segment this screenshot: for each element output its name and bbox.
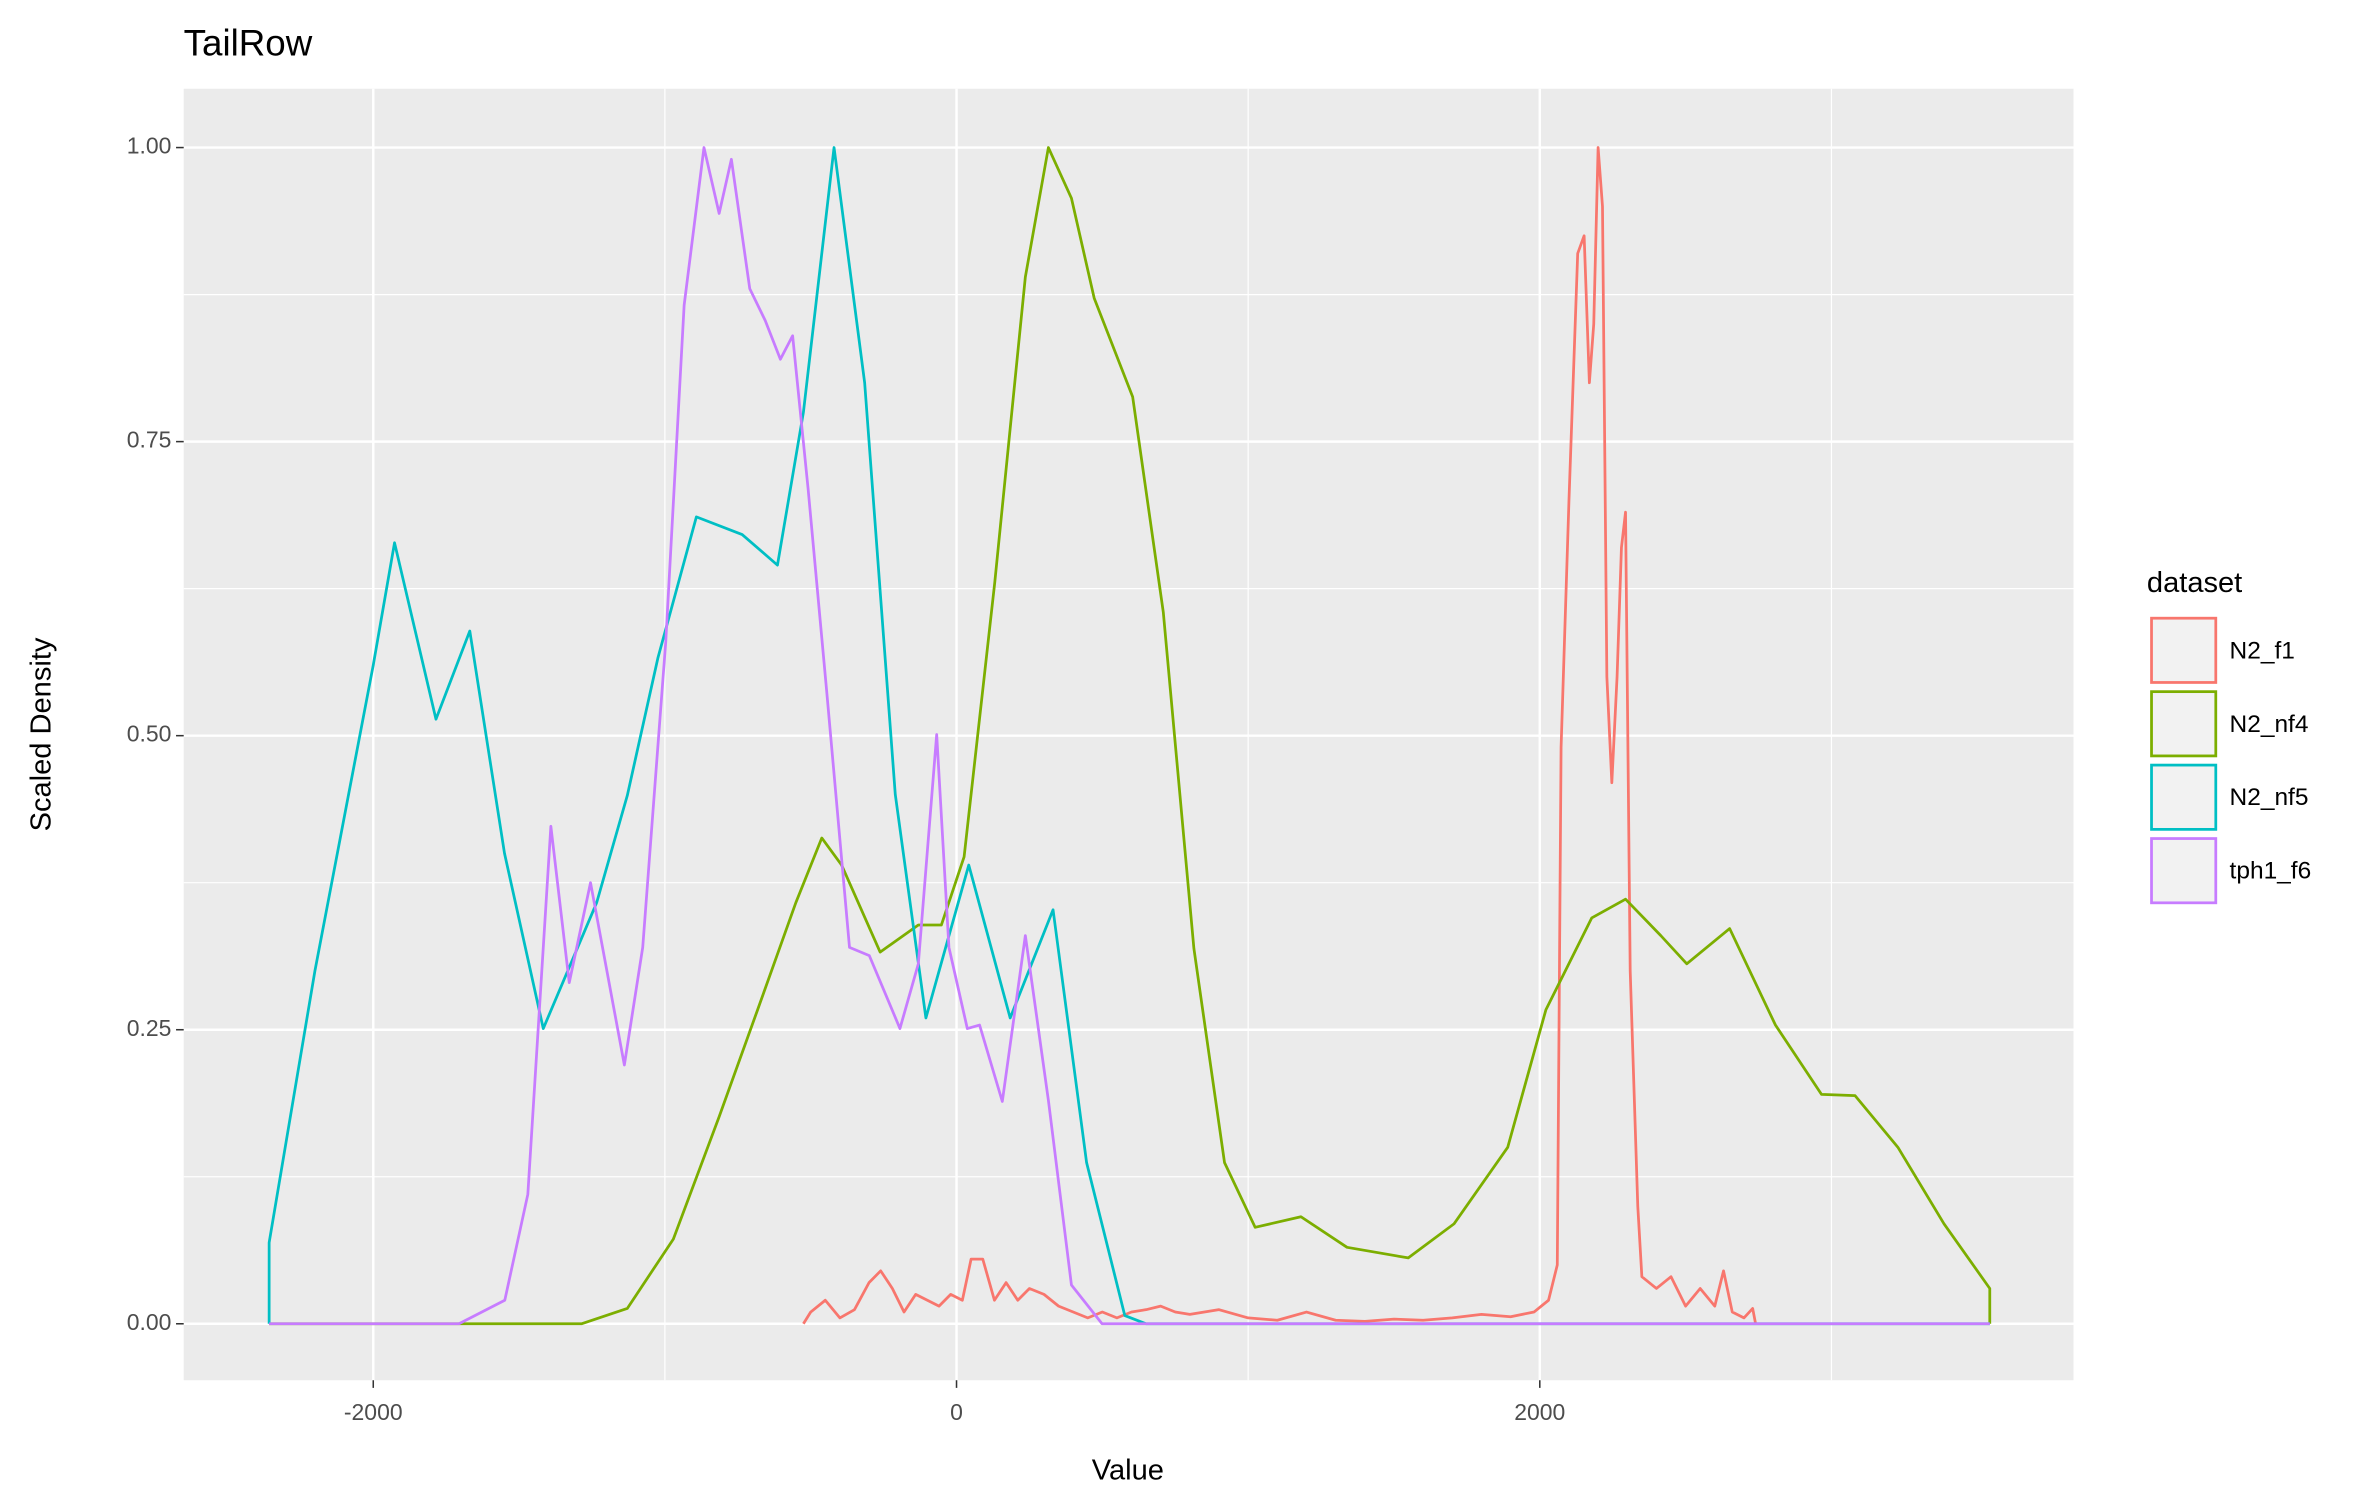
y-tick-label: 0.00 bbox=[127, 1309, 172, 1335]
x-axis-title: Value bbox=[1092, 1455, 1164, 1487]
x-tick-label: 0 bbox=[950, 1399, 963, 1425]
x-tick-label: -2000 bbox=[344, 1399, 403, 1425]
legend-key bbox=[2150, 763, 2218, 831]
legend-key bbox=[2150, 837, 2218, 905]
legend-label: N2_nf5 bbox=[2230, 784, 2309, 811]
legend-item: tph1_f6 bbox=[2150, 837, 2312, 905]
y-tick-label: 0.50 bbox=[127, 721, 172, 747]
legend-label: N2_nf4 bbox=[2230, 711, 2309, 738]
legend-label: tph1_f6 bbox=[2230, 858, 2312, 885]
density-line bbox=[269, 146, 1990, 1326]
density-line bbox=[267, 146, 1990, 1326]
legend-title: dataset bbox=[2147, 567, 2242, 599]
legend-key bbox=[2150, 690, 2218, 758]
y-tick-label: 1.00 bbox=[127, 133, 172, 159]
legend-item: N2_f1 bbox=[2150, 616, 2295, 684]
x-tick-label: 2000 bbox=[1514, 1399, 1565, 1425]
density-line bbox=[802, 146, 1757, 1325]
y-tick-label: 0.25 bbox=[127, 1015, 172, 1041]
y-tick-label: 0.75 bbox=[127, 427, 172, 453]
legend-label: N2_f1 bbox=[2230, 637, 2295, 664]
legend-key bbox=[2150, 616, 2218, 684]
legend-item: N2_nf4 bbox=[2150, 690, 2309, 758]
chart-title: TailRow bbox=[184, 23, 313, 64]
legend-item: N2_nf5 bbox=[2150, 763, 2309, 831]
density-line bbox=[269, 146, 1992, 1326]
y-axis-title: Scaled Density bbox=[26, 637, 58, 831]
